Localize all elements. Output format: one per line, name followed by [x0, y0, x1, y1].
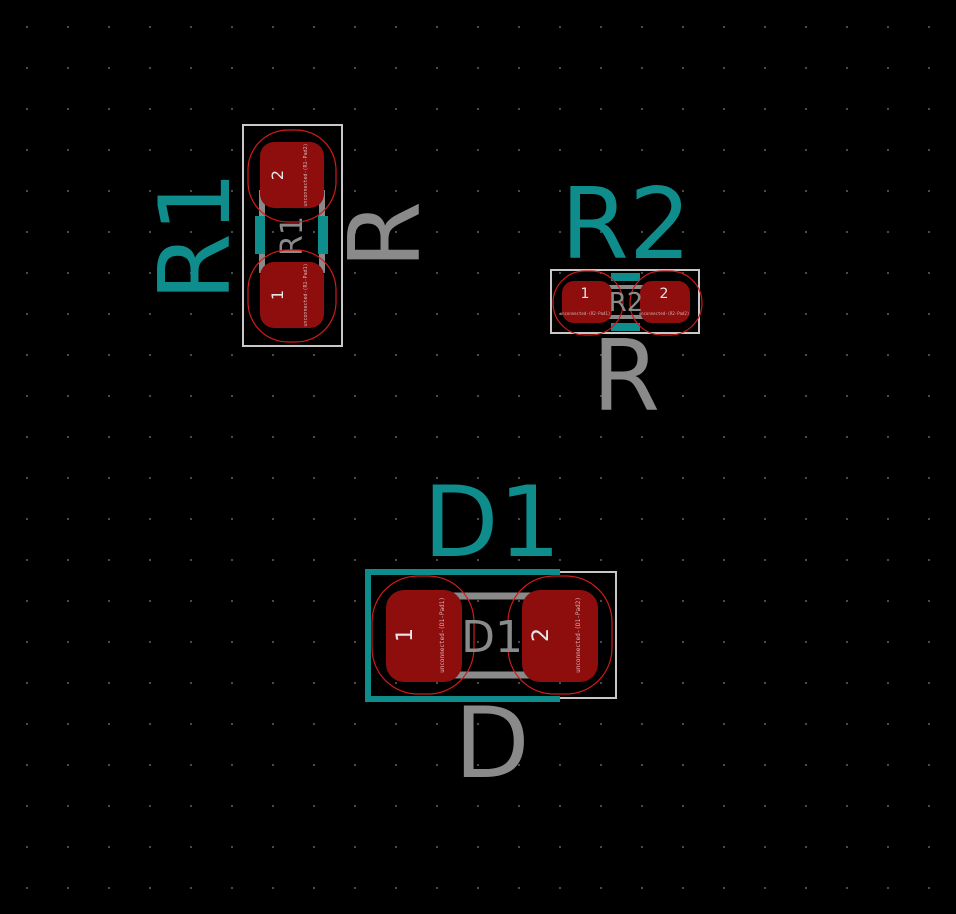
r1-pad-2-copper [260, 142, 324, 208]
d1-pad-1-net: unconnected-(D1-Pad1) [439, 597, 446, 673]
r1-value[interactable]: R [329, 201, 443, 269]
r1-pad-1-copper [260, 262, 324, 328]
d1-reference[interactable]: D1 [423, 466, 561, 580]
d1-pad-2-number: 2 [529, 628, 554, 642]
d1-pad-1-copper [386, 590, 462, 682]
r1-pad-1-net: unconnected-(R1-Pad1) [303, 263, 309, 326]
d1-silkscreen-outline [365, 569, 560, 702]
r1-pad-2-number: 2 [268, 170, 287, 180]
r2-pad-1-clearance [552, 270, 624, 336]
d1-pad-2[interactable]: 2 unconnected-(D1-Pad2) [507, 575, 613, 695]
d1-fab-reference: D1 [461, 612, 523, 663]
r2-value[interactable]: R [592, 320, 660, 434]
r1-pad-1-number: 1 [268, 290, 287, 300]
r2-pad-2-number: 2 [660, 286, 669, 302]
footprint-r2[interactable]: 1 unconnected-(R2-Pad1) 2 unconnected-(R… [550, 168, 703, 434]
r1-pad-2[interactable]: 2 unconnected-(R1-Pad2) [247, 129, 337, 223]
r2-pad-2-clearance [629, 270, 703, 336]
r2-pad-1[interactable]: 1 unconnected-(R2-Pad1) [552, 270, 624, 336]
r2-fab-reference: R2 [609, 288, 644, 318]
r2-pad-2-net: unconnected-(R2-Pad2) [639, 311, 690, 316]
r1-pad-2-net: unconnected-(R1-Pad2) [303, 143, 309, 206]
r2-pad-1-number: 1 [581, 286, 590, 302]
r1-fab-reference: R1 [275, 216, 310, 256]
r2-pad-2[interactable]: 2 unconnected-(R2-Pad2) [629, 270, 703, 336]
r1-reference[interactable]: R1 [139, 171, 253, 301]
d1-pad-1[interactable]: 1 unconnected-(D1-Pad1) [371, 575, 475, 695]
r1-pad-2-clearance [247, 129, 337, 223]
d1-value[interactable]: D [454, 687, 529, 801]
r2-courtyard [550, 269, 700, 334]
r1-pad-1[interactable]: 1 unconnected-(R1-Pad1) [247, 249, 337, 343]
r2-pad-1-copper [562, 281, 612, 323]
d1-pad-2-clearance [507, 575, 613, 695]
footprint-d1[interactable]: 1 unconnected-(D1-Pad1) 2 unconnected-(D… [365, 466, 617, 801]
footprint-r1[interactable]: R1 2 unconnected-(R1-Pad2) 1 unconnected… [139, 124, 443, 347]
d1-pad-1-number: 1 [393, 628, 418, 642]
r2-pad-1-net: unconnected-(R2-Pad1) [560, 311, 611, 316]
r1-courtyard [242, 124, 343, 347]
r2-pad-2-copper [640, 281, 690, 323]
d1-pad-2-net: unconnected-(D1-Pad2) [575, 597, 582, 673]
r2-reference[interactable]: R2 [561, 168, 691, 282]
d1-pad-2-copper [522, 590, 598, 682]
d1-pad-1-clearance [371, 575, 475, 695]
r1-pad-1-clearance [247, 249, 337, 343]
